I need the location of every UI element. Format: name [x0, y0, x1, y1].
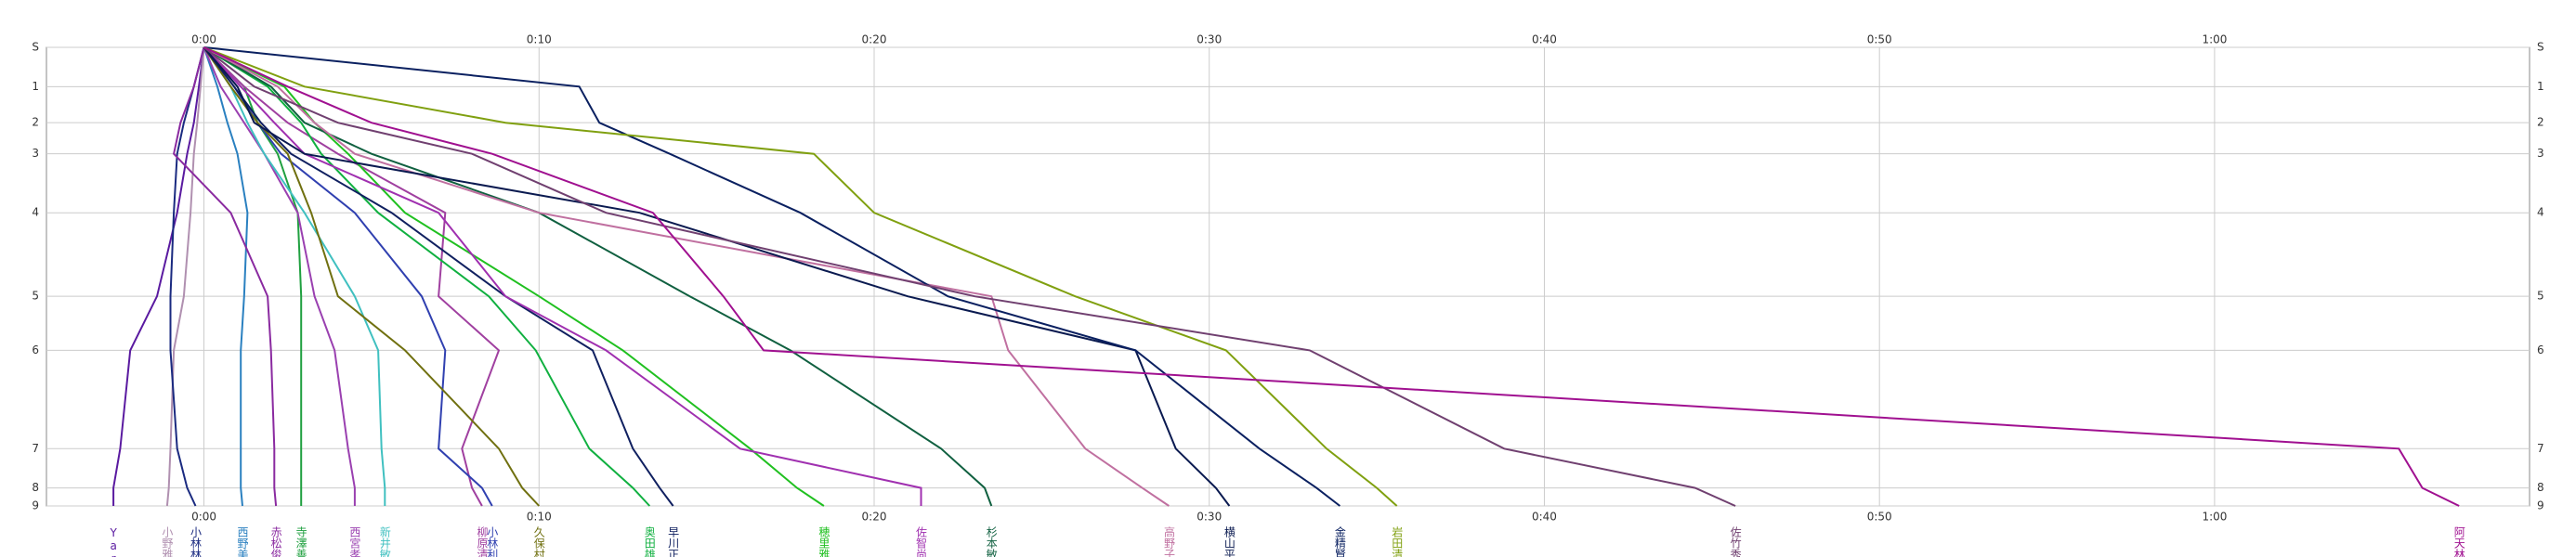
series-label: 金精賢	[1333, 525, 1346, 557]
series-line	[203, 46, 651, 507]
x-tick-label: 0:50	[1867, 33, 1892, 46]
y-tick-label: 4	[2537, 206, 2544, 219]
series-line	[173, 46, 278, 507]
y-tick-label: 9	[2537, 499, 2544, 512]
series-line	[203, 46, 386, 506]
series-line	[203, 46, 2460, 507]
series-line	[203, 46, 1341, 507]
series-line	[203, 46, 922, 506]
x-tick-label: 0:30	[1196, 511, 1222, 524]
plot-area	[46, 46, 2530, 507]
y-tick-label: 2	[2537, 116, 2544, 129]
x-tick-label: 0:30	[1196, 33, 1222, 46]
series-label: 小野雅	[161, 526, 174, 557]
series-line	[203, 46, 249, 507]
series-line	[203, 46, 1398, 507]
series-label: 寺澤善	[294, 526, 307, 557]
series-label: 西野美	[236, 526, 249, 557]
series-line	[203, 46, 356, 506]
series-label: 岩田清	[1391, 525, 1404, 557]
series-label: 赤松俊	[269, 526, 282, 557]
y-tick-label: 8	[32, 481, 39, 494]
series-label: 横山平	[1223, 526, 1236, 557]
y-tick-label: S	[2537, 41, 2544, 54]
series-line	[203, 46, 303, 506]
series-label: 西宮孝	[348, 526, 361, 557]
series-label: Yar	[107, 526, 120, 557]
series-label: 高野子	[1162, 525, 1175, 557]
y-tick-label: 7	[32, 442, 39, 455]
series-label: 小林林誠	[190, 526, 203, 557]
x-tick-label: 0:10	[527, 33, 552, 46]
series-line	[203, 46, 501, 507]
series-line	[203, 46, 541, 507]
series-line	[203, 46, 674, 507]
y-tick-label: 5	[2537, 290, 2544, 303]
series-label: 小林利	[486, 526, 499, 557]
x-tick-label: 0:10	[527, 511, 552, 524]
y-tick-label: 3	[2537, 147, 2544, 160]
x-tick-label: 0:20	[862, 511, 887, 524]
y-tick-label: 5	[32, 290, 39, 303]
y-tick-label: S	[32, 41, 39, 54]
y-tick-label: 1	[32, 80, 39, 93]
series-line	[203, 46, 993, 507]
x-tick-label: 1:00	[2202, 33, 2227, 46]
series-line	[165, 46, 205, 507]
y-tick-label: 3	[32, 147, 39, 160]
y-tick-label: 7	[2537, 442, 2544, 455]
y-tick-label: 6	[32, 343, 39, 356]
series-label: 穂里雅	[817, 526, 830, 557]
y-tick-label: 8	[2537, 481, 2544, 494]
x-tick-label: 0:20	[862, 33, 887, 46]
series-line	[169, 46, 205, 507]
series-label: 佐智尚	[915, 526, 928, 557]
series-label: 柳原清美	[476, 526, 489, 557]
y-tick-label: 4	[32, 206, 39, 219]
series-line	[112, 46, 205, 506]
x-tick-label: 0:40	[1532, 511, 1557, 524]
series-label: 奥田雄	[643, 526, 656, 557]
x-tick-label: 1:00	[2202, 511, 2227, 524]
y-tick-label: 6	[2537, 343, 2544, 356]
x-tick-label: 0:50	[1867, 511, 1892, 524]
series-label: 久保村	[532, 526, 545, 557]
series-label: 早川正	[667, 526, 680, 557]
y-tick-label: 2	[32, 116, 39, 129]
x-tick-label: 0:00	[191, 511, 216, 524]
x-tick-label: 0:40	[1532, 33, 1557, 46]
series-line	[203, 46, 1231, 507]
series-label: 佐竹秀子	[1729, 526, 1742, 557]
series-label: 杉本敏	[985, 526, 998, 557]
series-label: 阿天林	[2452, 526, 2465, 557]
x-tick-label: 0:00	[191, 33, 216, 46]
series-line	[203, 46, 1736, 507]
y-tick-label: 9	[32, 499, 39, 512]
series-label: 新井敏	[378, 525, 391, 557]
y-tick-label: 1	[2537, 80, 2544, 93]
